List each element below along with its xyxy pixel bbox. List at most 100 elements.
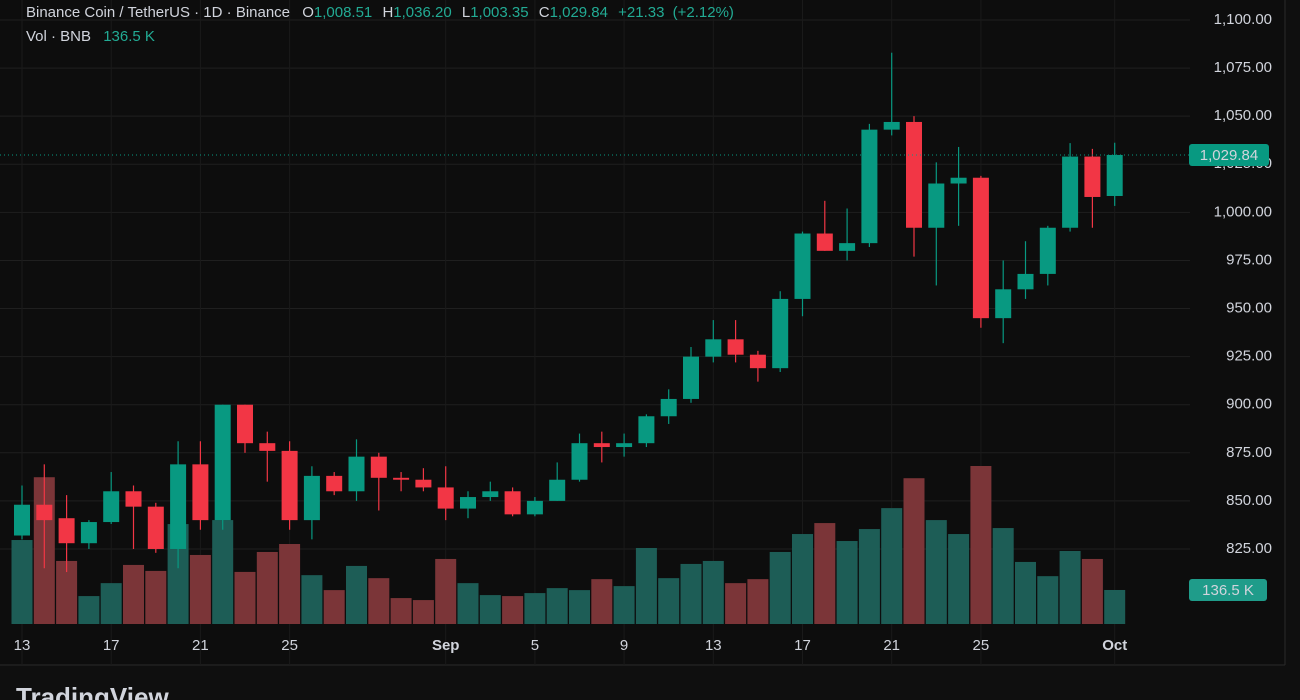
y-tick-label: 925.00 [1226,348,1272,365]
candle-body [504,491,521,515]
close-value: 1,029.84 [550,4,608,21]
volume-value: 136.5 K [103,28,155,45]
candle-body [1039,227,1056,274]
candle-body [36,504,53,521]
volume-bar [234,571,256,624]
candle-body [80,522,97,544]
volume-bar [948,534,970,624]
candle-body [370,456,387,478]
volume-bar [747,579,769,624]
candle-body [303,475,320,521]
candle-body [1106,154,1123,196]
volume-bar [769,551,791,624]
volume-bar [412,600,434,624]
volume-bar [613,586,635,624]
candle-body [58,518,75,544]
close-key: C [539,4,550,21]
volume-bar [189,554,211,624]
volume-bar [479,595,501,624]
x-tick-label: 21 [192,637,209,654]
volume-bar [56,560,78,624]
candle-body [571,443,588,480]
change-value: +21.33 [618,4,664,21]
candle-body [906,121,922,228]
last-price-badge [1189,143,1269,166]
x-tick-label: 13 [705,637,722,654]
volume-bar [725,583,747,624]
x-tick-label: 5 [531,637,539,654]
candle-body [103,491,120,523]
candle-body [147,506,164,549]
x-tick-label: 25 [973,637,990,654]
volume-bar [212,520,234,624]
y-tick-label: 975.00 [1226,251,1272,268]
volume-bar [546,588,568,624]
volume-bar [1037,576,1059,624]
x-tick-label: 13 [14,637,31,654]
y-tick-label: 1,050.00 [1214,107,1272,124]
low-value: 1,003.35 [470,4,528,21]
volume-bar [256,551,278,624]
candle-body [883,121,900,130]
volume-bar [836,541,858,624]
y-tick-label: 900.00 [1226,396,1272,413]
candle-body [593,443,610,448]
candle-body [348,456,365,492]
candle-body [437,487,454,509]
candle-body [727,339,744,355]
chart-title: Binance Coin / TetherUS · 1D · Binance [26,4,290,21]
volume-bar [792,534,813,624]
volume-bar [1104,589,1126,624]
volume-bar [569,590,590,624]
volume-bar [635,547,657,624]
candle-body [638,416,655,444]
change-pct: (+2.12%) [673,4,734,21]
candle-body [928,183,945,228]
volume-bar [301,575,323,624]
volume-name: Vol · BNB [26,28,91,45]
candle-body [794,233,811,299]
candle-body [816,233,833,251]
candle-body [482,491,499,498]
y-tick-label: 875.00 [1226,444,1272,461]
candle-body [839,243,856,251]
open-value: 1,008.51 [314,4,372,21]
candle-body [526,500,543,515]
candle-body [326,475,343,492]
candle-body [861,129,878,244]
candle-body [460,497,476,509]
candle-body [125,491,142,507]
last-price-label: 1,029.84 [1200,147,1258,164]
volume-bar [279,544,301,624]
y-tick-label: 1,100.00 [1214,11,1272,28]
volume-bar [123,564,144,624]
y-tick-label: 850.00 [1226,492,1272,509]
x-tick-label: Sep [432,637,460,654]
candle-body [660,398,677,417]
volume-bar [992,528,1014,624]
volume-layer [11,466,1126,624]
volume-bar [390,598,412,624]
volume-bar [1015,561,1036,624]
x-tick-label: 25 [281,637,298,654]
volume-bar [11,540,33,624]
x-tick-label: 9 [620,637,628,654]
volume-bar [368,578,390,624]
axes: 825.00 850.00 875.00 900.00 925.00 950.00 975.… [0,11,1272,654]
candle-body [972,177,989,319]
last-volume-badge [1189,578,1267,601]
volume-bar [100,583,122,624]
candle-body [259,443,276,451]
candle-body [14,504,30,536]
candle-body [415,479,432,488]
volume-bar [78,596,100,624]
candle-body [170,464,187,549]
volume-bar [1059,550,1081,624]
candle-body [1017,273,1034,290]
volume-bar [702,560,724,624]
low-key: L [462,4,470,21]
open-key: O [302,4,314,21]
volume-bar [680,563,702,624]
candle-body [281,450,298,521]
